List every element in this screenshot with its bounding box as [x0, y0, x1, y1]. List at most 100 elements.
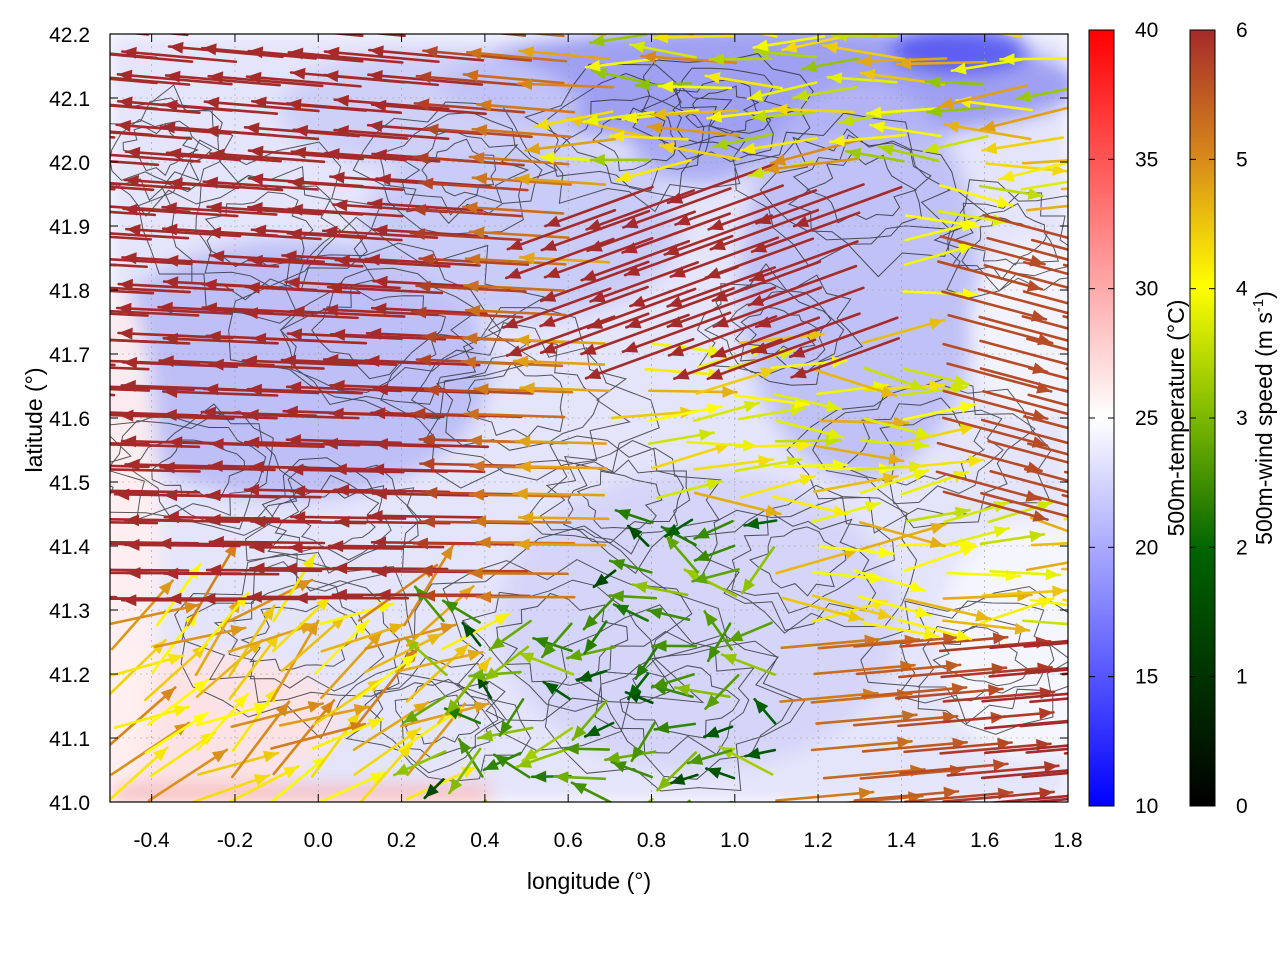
temp-tick-label: 30: [1135, 278, 1158, 301]
wind-arrow-head: [2, 254, 16, 266]
wind-arrow-head: [0, 435, 4, 447]
wind-arrow-head: [1117, 513, 1132, 525]
temp-tick-label: 10: [1135, 795, 1158, 818]
y-tick-label: 42.2: [49, 24, 90, 47]
x-tick-label: 0.4: [470, 829, 500, 852]
wind-arrow-shaft: [0, 573, 108, 574]
y-tick-label: 41.4: [49, 536, 90, 559]
wind-arrow-shaft: [436, 801, 486, 832]
wind-arrow-head: [1168, 659, 1183, 671]
wind-arrow: [0, 203, 107, 215]
wind-arrow: [1069, 758, 1189, 773]
wind-arrow-head: [1070, 512, 1085, 524]
wind-arrow-shaft: [928, 24, 986, 33]
wind-tick-label: 4: [1236, 278, 1248, 301]
wind-arrow-head: [85, 438, 99, 450]
wind-arrow-shaft: [2, 259, 116, 265]
wind-arrow-shaft: [469, 573, 568, 574]
wind-arrow-shaft: [0, 78, 108, 88]
wind-arrow-shaft: [1063, 664, 1183, 674]
wind-arrow-head: [1126, 596, 1141, 607]
x-tick-label: 0.6: [554, 829, 583, 852]
wind-arrow-head: [205, 18, 220, 30]
wind-arrow-shaft: [0, 334, 107, 339]
wind-arrow-head: [1127, 605, 1142, 617]
wind-arrow-head: [77, 125, 92, 137]
x-tick-label: 0.8: [637, 829, 666, 852]
y-tick-label: 41.0: [49, 792, 90, 815]
wind-arrow-head: [1175, 712, 1190, 724]
wind-arrow-head: [416, 21, 431, 33]
wind-arrow: [928, 21, 986, 34]
wind-arrow-head: [530, 820, 544, 834]
wind-arrow-head: [981, 19, 996, 31]
plot-area: [0, 12, 1195, 842]
wind-arrow-head: [0, 203, 8, 215]
wind-arrow-head: [1171, 738, 1185, 750]
wind-arrow: [1064, 316, 1168, 346]
y-tick-label: 41.6: [49, 408, 90, 431]
wind-arrow: [0, 567, 108, 579]
wind-arrow-head: [74, 564, 88, 576]
wind-arrow: [0, 302, 105, 314]
wind-arrow-head: [291, 21, 306, 33]
wind-arrow-head: [78, 252, 92, 264]
wind-arrow-head: [1133, 182, 1147, 194]
x-tick-label: -0.4: [134, 829, 171, 852]
wind-arrow: [367, 17, 481, 32]
y-tick-label: 42.0: [49, 152, 90, 175]
wind-arrow-shaft: [863, 31, 948, 32]
wind-arrow: [516, 22, 605, 35]
wind-arrow-head: [436, 819, 451, 832]
wind-arrow-shaft: [205, 22, 318, 33]
wind-arrow-head: [516, 22, 531, 34]
x-tick-label: 1.4: [887, 829, 917, 852]
wind-arrow-head: [602, 12, 617, 24]
wind-arrow-head: [1069, 387, 1084, 399]
wind-arrow-head: [1117, 462, 1132, 474]
wind-arrow-shaft: [689, 802, 732, 809]
wind-arrow: [0, 435, 104, 447]
wind-arrow-head: [1074, 619, 1088, 631]
x-tick-label: 0.0: [304, 829, 333, 852]
wind-arrow-shaft: [516, 26, 605, 34]
x-tick-label: 1.2: [803, 829, 832, 852]
wind-arrow-shaft: [368, 516, 482, 518]
wind-arrow-head: [1068, 335, 1083, 347]
wind-arrow: [1, 176, 115, 189]
x-axis-label: longitude (°): [527, 868, 651, 894]
x-tick-label: 1.8: [1053, 829, 1082, 852]
wind-arrow-head: [0, 124, 14, 136]
wind-arrow: [689, 801, 732, 813]
wind-arrow-head: [464, 22, 479, 34]
wind-arrow-head: [33, 255, 47, 267]
wind-arrow-shaft: [0, 466, 110, 469]
y-tick-label: 41.9: [49, 216, 90, 239]
wind-arrow-shaft: [0, 308, 105, 314]
wind-arrow-head: [702, 18, 717, 30]
wind-arrow: [0, 329, 107, 341]
wind-arrow-head: [1125, 497, 1140, 509]
temp-tick-label: 35: [1135, 148, 1158, 171]
wind-arrow-head: [79, 513, 93, 525]
wind-arrow-head: [1113, 281, 1128, 293]
wind-arrow: [1063, 659, 1183, 674]
wind-arrow: [2, 254, 116, 266]
temperature-colorbar-label: 500m-temperature (°C): [1163, 300, 1189, 537]
wind-arrow-head: [1073, 284, 1088, 296]
wind-arrow-head: [158, 16, 173, 28]
wind-arrow: [980, 19, 1062, 33]
wind-label-text: 500m-wind speed (m s: [1251, 312, 1277, 545]
wind-arrow-head: [1113, 435, 1128, 447]
wind-arrow-shaft: [1063, 495, 1167, 523]
wind-arrow-head: [0, 44, 7, 56]
wind-label-sup: -1: [1250, 299, 1267, 312]
wind-arrow-head: [423, 820, 436, 835]
wind-arrow-shaft: [210, 542, 324, 543]
wind-arrow-head: [1116, 357, 1131, 369]
wind-arrow-shaft: [472, 521, 570, 522]
wind-arrow: [158, 16, 271, 31]
wind-arrow-head: [0, 513, 4, 525]
